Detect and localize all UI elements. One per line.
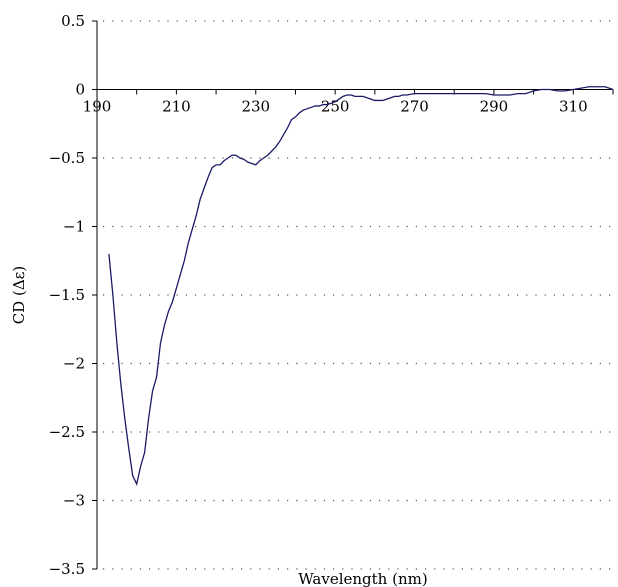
y-tick-label-5: −2 bbox=[63, 355, 85, 373]
y-axis-title: CD (Δε) bbox=[10, 266, 28, 325]
x-tick-label-4: 270 bbox=[400, 98, 429, 116]
y-tick-label-6: −2.5 bbox=[49, 423, 85, 441]
y-tick-label-3: −1 bbox=[63, 218, 85, 236]
x-tick-label-0: 190 bbox=[83, 98, 112, 116]
tick-marks bbox=[92, 20, 614, 570]
y-tick-label-2: −0.5 bbox=[49, 149, 85, 167]
x-tick-label-2: 230 bbox=[241, 98, 270, 116]
y-tick-label-8: −3.5 bbox=[49, 560, 85, 578]
y-tick-label-4: −1.5 bbox=[49, 286, 85, 304]
y-tick-label-1: 0 bbox=[75, 81, 85, 99]
x-axis-title: Wavelength (nm) bbox=[298, 570, 427, 587]
y-tick-label-0: 0.5 bbox=[61, 12, 85, 30]
x-tick-label-5: 290 bbox=[480, 98, 509, 116]
series-line-cd bbox=[108, 86, 614, 487]
x-tick-label-6: 310 bbox=[559, 98, 588, 116]
x-tick-label-3: 250 bbox=[321, 98, 350, 116]
x-tick-label-1: 210 bbox=[162, 98, 191, 116]
y-tick-label-7: −3 bbox=[63, 492, 85, 510]
tick-labels: 0.5 0 −0.5 −1 −1.5 −2 −2.5 −3 −3.5 190 210 230 250 27… bbox=[49, 12, 588, 578]
